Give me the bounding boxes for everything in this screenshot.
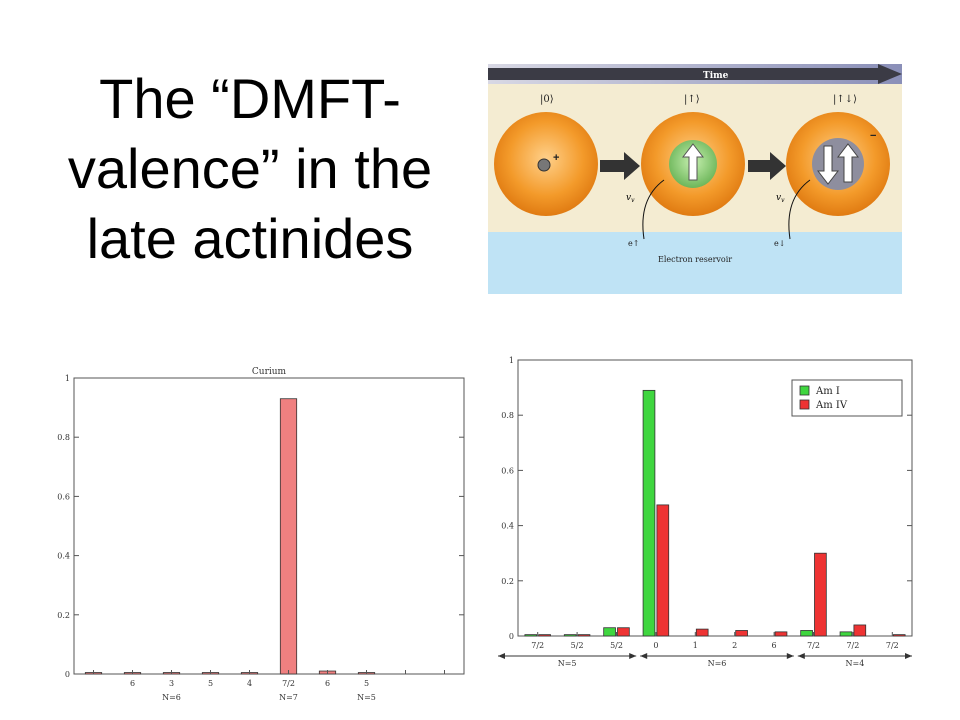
group-label: N=4 [846,659,865,668]
bar [774,631,788,637]
group-label: N=6 [708,659,727,668]
bar [695,628,709,637]
legend-box [791,379,903,417]
spin-down-arrow-icon [816,145,840,185]
americium-chart: 0 0.2 0.4 0.6 0.8 1 7/2 5/2 5/2 0 1 2 6 7/2 7/2 7/2 N=5 N… [492,348,922,718]
y-tick-label: 0.6 [501,466,514,475]
transition-arrow-2 [748,152,786,180]
state-label-1: |↑⟩ [684,94,700,105]
y-tick-label: 0.2 [57,611,70,620]
bar [892,634,906,637]
time-arrow [488,64,902,84]
transition-arrow-1 [600,152,640,180]
y-tick-label: 0.8 [501,411,514,420]
x-tick-label: 5/2 [571,641,584,650]
y-tick-label: 0.4 [57,552,70,561]
x-tick-label: 6 [325,679,330,688]
x-tick-label: 7/2 [807,641,820,650]
electron-down-label: e↓ [774,239,785,248]
vv-label-1: vv [626,193,635,204]
y-tick-label: 0.4 [501,522,514,531]
plot-frame [73,377,465,675]
bar [642,389,656,637]
y-tick-label: 0.8 [57,433,70,442]
bar [617,627,630,637]
bar [563,634,577,637]
group-label: N=7 [279,693,298,702]
bar [839,631,853,637]
nucleus-icon [537,158,551,172]
bar [279,398,298,675]
x-tick-label: 7/2 [886,641,899,650]
y-tick-label: 0.2 [501,577,514,586]
bar [814,552,827,637]
group-label: N=6 [162,693,181,702]
bar [524,634,538,637]
state-label-0: |0⟩ [540,94,554,105]
spin-up-arrow-icon-2 [836,143,860,183]
group-arrow-tail [498,653,505,659]
bar [577,634,591,637]
hop-path-2 [788,179,811,240]
bar [800,630,813,637]
group-label: N=5 [558,659,577,668]
x-tick-label: 6 [772,641,777,650]
charge-plus: + [553,152,559,164]
electron-up-label: e↑ [628,239,639,248]
y-tick-label: 0.6 [57,492,70,501]
x-tick-label: 3 [169,679,174,688]
legend-swatch [799,399,810,410]
bar [603,627,616,637]
state-label-2: |↑↓⟩ [833,94,857,105]
legend-label: Am IV [815,400,848,411]
y-tick-label: 1 [509,356,514,365]
charge-minus: − [870,130,876,142]
x-tick-label: 7/2 [531,641,544,650]
legend-swatch [799,385,810,396]
y-tick-label: 0 [509,632,514,641]
group-label: N=5 [357,693,376,702]
y-tick-label: 1 [65,374,70,383]
bar [538,634,551,637]
chart-title: Curium [252,367,287,377]
group-arrow-head [905,653,912,659]
x-tick-label: 5/2 [610,641,623,650]
group-arrow-head [629,653,637,659]
electron-reservoir [488,232,902,294]
curium-chart: Curium 0 0.2 0.4 0.6 0.8 1 6 3 5 4 7/2 6 5 N=6 N=7 N=5 [48,362,472,710]
hop-path-1 [642,179,665,240]
vv-label-2: vv [776,193,785,204]
orbital-icon-double [812,138,864,190]
x-tick-label: 6 [130,679,135,688]
bar [656,504,670,637]
x-tick-label: 5 [364,679,369,688]
y-tick-label: 0 [65,670,70,679]
x-tick-label: 1 [693,641,698,650]
x-tick-label: 0 [653,641,658,650]
legend-label: Am I [815,386,840,397]
group-arrow-tail [797,653,805,659]
bar [853,624,867,637]
x-tick-label: 7/2 [846,641,859,650]
spin-up-arrow-icon [681,143,705,181]
electron-hopping-diagram: Time Electron reservoir |0⟩ |↑⟩ |↑↓⟩ + −… [488,64,902,294]
bar [735,630,748,637]
x-tick-label: 2 [732,641,737,650]
group-arrow-tail [640,653,648,659]
group-arrow-head [786,653,794,659]
x-tick-label: 5 [208,679,213,688]
x-tick-label: 4 [247,679,252,688]
slide-title: The “DMFT-valence” in the late actinides [67,67,433,270]
reservoir-label: Electron reservoir [658,255,732,264]
x-tick-label: 7/2 [282,679,295,688]
time-label: Time [703,71,729,81]
